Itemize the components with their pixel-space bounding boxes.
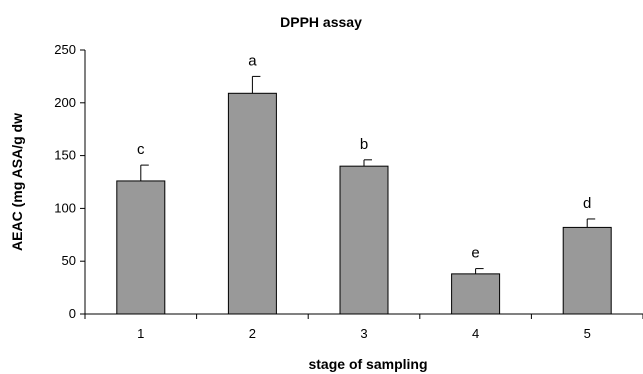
bar: [562, 226, 612, 315]
y-tick-label: 200: [54, 95, 76, 110]
bar: [227, 92, 277, 315]
x-tick-label: 2: [249, 326, 256, 341]
significance-letter: e: [471, 245, 479, 262]
x-tick-label: 4: [472, 326, 479, 341]
x-tick-label: 1: [137, 326, 144, 341]
y-tick-label: 0: [69, 306, 76, 321]
bar: [116, 180, 166, 315]
significance-letter: a: [248, 52, 257, 69]
y-axis-title: AEAC (mg ASA/g dw: [9, 113, 25, 251]
significance-letter: c: [137, 141, 145, 158]
bar: [451, 273, 501, 315]
x-tick-label: 3: [360, 326, 367, 341]
bar: [339, 165, 389, 315]
y-tick-label: 50: [62, 253, 76, 268]
y-tick-label: 150: [54, 148, 76, 163]
y-tick-label: 100: [54, 200, 76, 215]
y-tick-label: 250: [54, 42, 76, 57]
x-axis-title: stage of sampling: [308, 356, 427, 372]
plot-area: 0 50 100 150 200 250 c 1 a 2 b 3 e 4 d 5: [54, 42, 643, 341]
x-tick-label: 5: [584, 326, 591, 341]
chart-title: DPPH assay: [280, 14, 362, 30]
significance-letter: d: [583, 195, 591, 212]
significance-letter: b: [360, 136, 368, 153]
